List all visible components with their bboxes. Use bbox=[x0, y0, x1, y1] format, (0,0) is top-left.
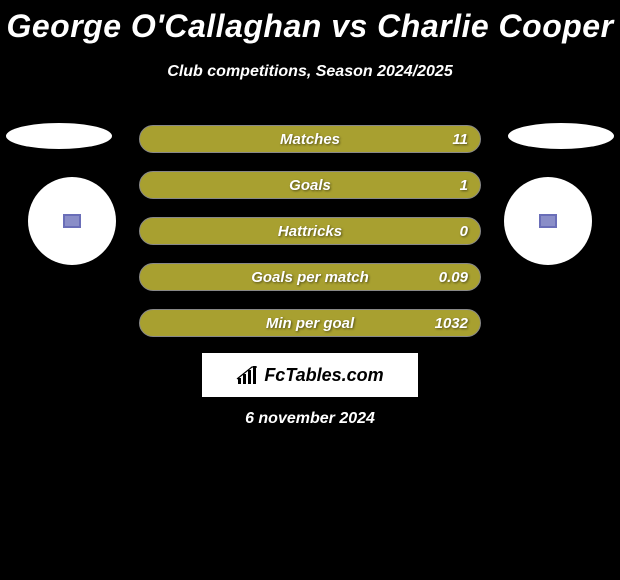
brand-box[interactable]: FcTables.com bbox=[202, 353, 418, 397]
stat-label: Matches bbox=[280, 131, 340, 148]
brand-text: FcTables.com bbox=[264, 365, 383, 386]
player-left-badge-circle bbox=[28, 177, 116, 265]
stat-row: Goals 1 bbox=[139, 171, 481, 199]
stat-row: Hattricks 0 bbox=[139, 217, 481, 245]
stat-value: 1032 bbox=[435, 315, 468, 332]
stat-value: 1 bbox=[460, 177, 468, 194]
flag-icon bbox=[539, 214, 557, 228]
player-left-oval bbox=[6, 123, 112, 149]
stat-row: Goals per match 0.09 bbox=[139, 263, 481, 291]
date-text: 6 november 2024 bbox=[0, 410, 620, 428]
stat-row: Min per goal 1032 bbox=[139, 309, 481, 337]
stat-value: 11 bbox=[452, 131, 468, 148]
stat-label: Hattricks bbox=[278, 223, 342, 240]
stat-row: Matches 11 bbox=[139, 125, 481, 153]
stats-container: Matches 11 Goals 1 Hattricks 0 Goals per… bbox=[139, 125, 481, 355]
stat-value: 0.09 bbox=[439, 269, 468, 286]
player-right-oval bbox=[508, 123, 614, 149]
subtitle: Club competitions, Season 2024/2025 bbox=[0, 63, 620, 81]
stat-value: 0 bbox=[460, 223, 468, 240]
flag-icon bbox=[63, 214, 81, 228]
stat-label: Goals per match bbox=[251, 269, 369, 286]
stat-label: Goals bbox=[289, 177, 331, 194]
page-title: George O'Callaghan vs Charlie Cooper bbox=[0, 0, 620, 45]
player-right-badge-circle bbox=[504, 177, 592, 265]
stat-label: Min per goal bbox=[266, 315, 354, 332]
chart-icon bbox=[236, 366, 258, 384]
